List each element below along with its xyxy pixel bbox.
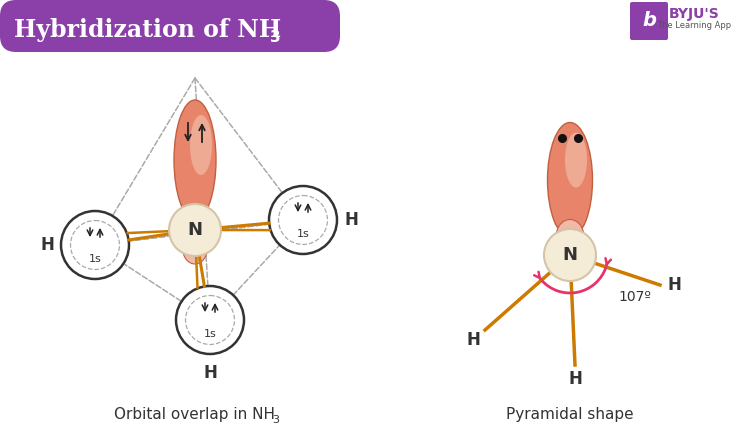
- FancyBboxPatch shape: [630, 2, 668, 40]
- Circle shape: [544, 229, 596, 281]
- Ellipse shape: [174, 100, 216, 220]
- Text: 1s: 1s: [203, 329, 216, 339]
- Text: 1s: 1s: [296, 229, 309, 239]
- Text: 107º: 107º: [618, 290, 651, 304]
- Text: N: N: [188, 221, 202, 239]
- Text: Pyramidal shape: Pyramidal shape: [506, 407, 634, 423]
- Ellipse shape: [182, 232, 208, 264]
- Circle shape: [176, 286, 244, 354]
- Text: H: H: [344, 211, 358, 229]
- Text: 3: 3: [270, 31, 280, 46]
- Ellipse shape: [190, 115, 212, 175]
- Text: 1s: 1s: [88, 254, 101, 264]
- Text: Hybridization of NH: Hybridization of NH: [14, 18, 281, 42]
- Ellipse shape: [565, 133, 587, 187]
- Ellipse shape: [548, 123, 592, 237]
- Ellipse shape: [556, 219, 584, 254]
- Text: BYJU'S: BYJU'S: [669, 7, 719, 21]
- Text: The Learning App: The Learning App: [657, 21, 731, 31]
- Text: H: H: [40, 236, 54, 254]
- Text: H: H: [203, 364, 217, 382]
- Text: Orbital overlap in NH: Orbital overlap in NH: [115, 407, 275, 423]
- Text: H: H: [667, 276, 681, 294]
- FancyBboxPatch shape: [0, 0, 340, 52]
- Circle shape: [269, 186, 337, 254]
- Circle shape: [61, 211, 129, 279]
- Text: H: H: [466, 331, 480, 349]
- Text: N: N: [562, 246, 578, 264]
- Text: b: b: [642, 11, 656, 31]
- Circle shape: [169, 204, 221, 256]
- Text: H: H: [568, 370, 582, 388]
- Text: 3: 3: [272, 415, 279, 425]
